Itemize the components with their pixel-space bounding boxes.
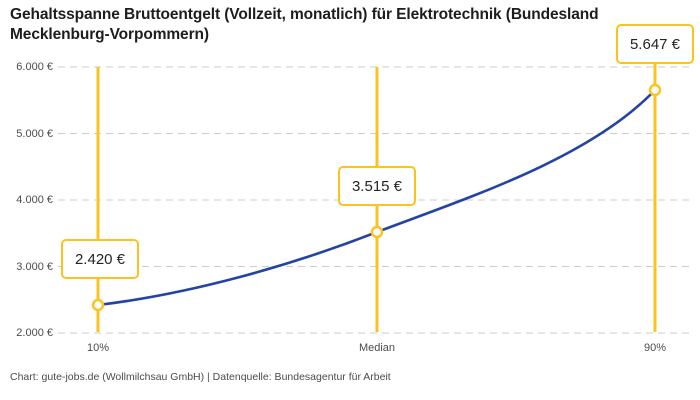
y-axis-tick-5000: 5.000 €	[16, 127, 53, 140]
data-point-marker-10	[91, 298, 105, 312]
y-axis-tick-4000: 4.000 €	[16, 194, 53, 206]
value-label-median: 3.515 €	[351, 177, 403, 195]
x-axis-tick-median: Median	[358, 342, 396, 354]
y-axis-tick-2000: 2.000 €	[16, 327, 53, 339]
y-axis-tick-3000: 3.000 €	[16, 260, 53, 273]
value-label-box-90: 5.647 €	[616, 24, 694, 64]
value-label-90: 5.647 €	[629, 35, 681, 53]
page-title-line2: Mecklenburg-Vorpommern)	[10, 26, 209, 43]
value-label-box-median: 3.515 €	[338, 166, 416, 206]
page-title-line1: Gehaltsspanne Bruttoentgelt (Vollzeit, m…	[10, 6, 599, 23]
value-label-10: 2.420 €	[74, 250, 126, 268]
y-axis-tick-6000: 6.000 €	[16, 61, 53, 73]
data-point-marker-90	[648, 83, 662, 97]
data-point-marker-median	[370, 225, 384, 239]
x-axis-tick-90: 90%	[643, 342, 667, 354]
x-axis-tick-10: 10%	[86, 342, 110, 354]
value-label-box-10: 2.420 €	[61, 239, 139, 279]
data-point-markers	[91, 83, 662, 312]
page-title: Gehaltsspanne Bruttoentgelt (Vollzeit, m…	[10, 5, 680, 45]
footer-credit: Chart: gute-jobs.de (Wollmilchsau GmbH) …	[10, 371, 391, 383]
